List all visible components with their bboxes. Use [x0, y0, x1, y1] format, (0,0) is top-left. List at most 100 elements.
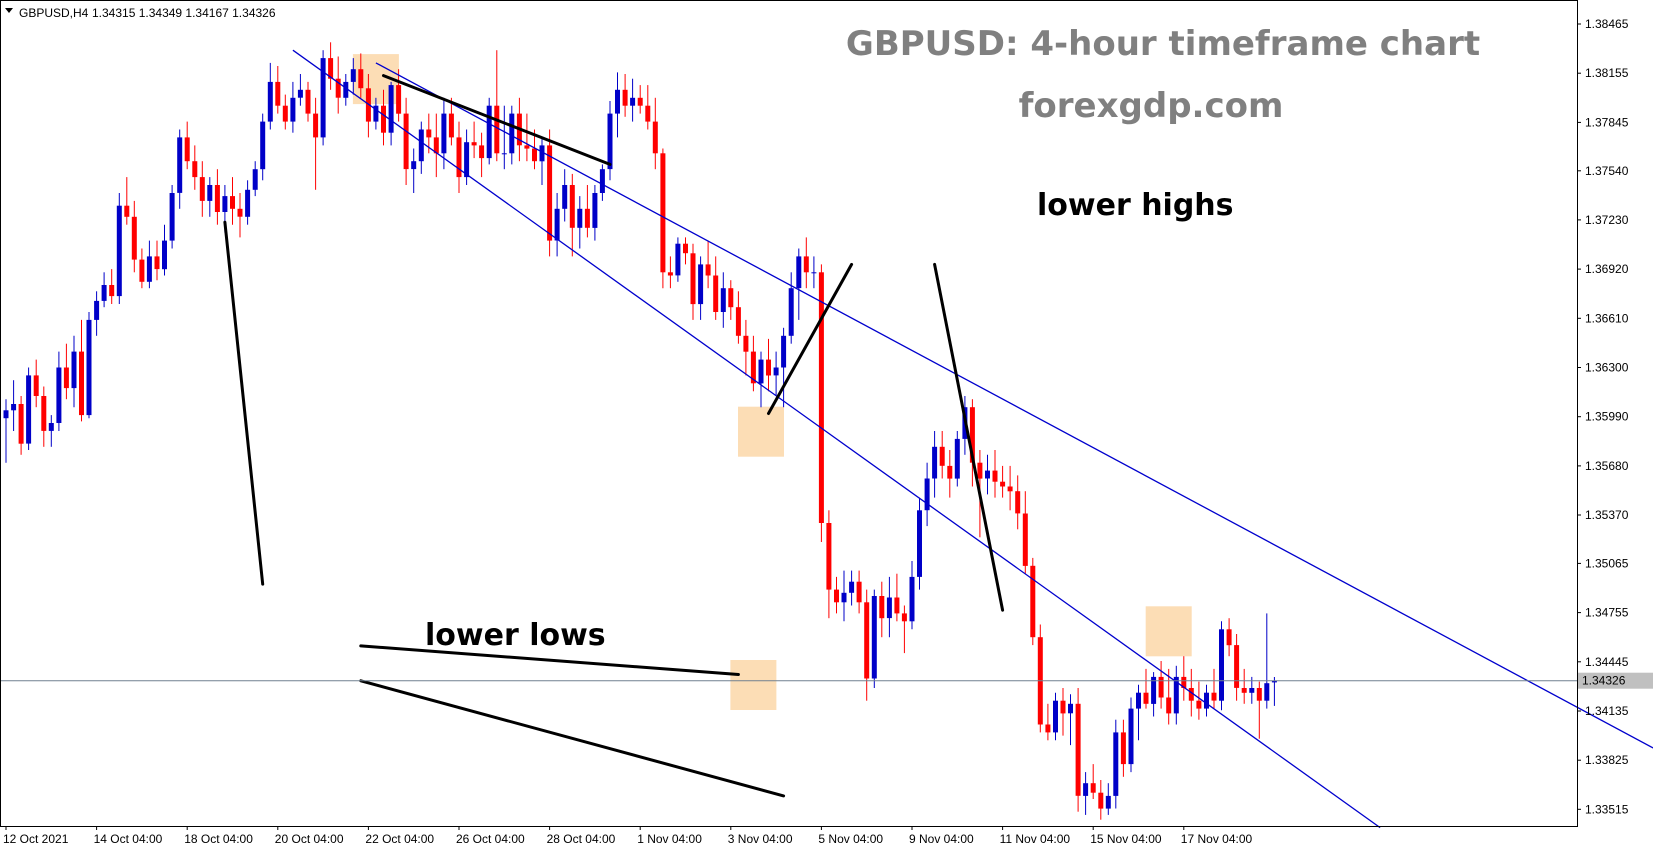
current-price-tag: 1.34326	[1578, 672, 1653, 689]
x-tick-label: 15 Nov 04:00	[1090, 832, 1162, 846]
candle-body	[388, 85, 394, 133]
candle-body	[932, 446, 938, 479]
candle-body	[1120, 732, 1126, 765]
candle-body	[101, 285, 107, 301]
candle-body	[1045, 724, 1051, 733]
candle-body	[758, 359, 764, 384]
candle-body	[479, 145, 485, 159]
candle-body	[1234, 645, 1240, 688]
candle-body	[441, 113, 447, 154]
candle-body	[615, 89, 620, 114]
chart-title: GBPUSD: 4-hour timeframe chart	[846, 24, 1480, 64]
candle-body	[924, 478, 930, 511]
candle-body	[1151, 676, 1157, 704]
candle-body	[1098, 792, 1104, 809]
candle-body	[1022, 513, 1028, 566]
candle-body	[328, 58, 334, 79]
candle-body	[245, 189, 251, 217]
chevron-down-icon[interactable]	[5, 8, 13, 13]
candle-body	[192, 161, 198, 178]
annotation-pointer-line	[359, 679, 786, 798]
candle-body	[652, 121, 658, 154]
candle-body	[864, 602, 870, 679]
y-tick-label: 1.38155	[1585, 66, 1629, 80]
candle-body	[94, 300, 100, 320]
candle-body	[917, 510, 922, 577]
candle-body	[1000, 481, 1006, 487]
candle-body	[1219, 629, 1224, 701]
y-tick-label: 1.37540	[1585, 164, 1629, 178]
candle-body	[109, 285, 115, 297]
candle-body	[230, 196, 235, 209]
candle-body	[501, 153, 507, 155]
candle-body	[524, 145, 530, 149]
candle-body	[1211, 692, 1217, 701]
candle-body	[1128, 708, 1134, 765]
highlight-zones	[352, 54, 1192, 710]
candle-body	[464, 142, 470, 178]
candle-body	[131, 216, 137, 260]
candle-body	[773, 367, 779, 376]
y-tick-label: 1.36300	[1585, 361, 1629, 375]
candle-body	[841, 592, 847, 603]
candle-body	[154, 256, 160, 270]
candle-body	[698, 264, 704, 305]
candle-body	[373, 105, 379, 122]
candle-body	[320, 58, 326, 138]
candle-body	[939, 446, 945, 466]
candle-body	[282, 105, 288, 122]
candle-body	[879, 596, 885, 619]
candle-body	[86, 319, 92, 416]
y-tick-label: 1.35680	[1585, 459, 1629, 473]
candle-body	[260, 121, 266, 170]
highlight-zone	[730, 660, 777, 710]
candle-body	[207, 185, 213, 201]
annotation-pointer-line	[767, 262, 854, 415]
candle-body	[396, 85, 402, 114]
candle-body	[637, 97, 643, 106]
candle-body	[1136, 692, 1141, 709]
candle-body	[1226, 629, 1232, 646]
candles	[3, 42, 1277, 820]
candle-body	[735, 307, 741, 336]
candle-body	[750, 351, 756, 384]
candle-body	[71, 351, 77, 389]
candle-body	[3, 410, 9, 419]
channel-lower-line	[292, 49, 1381, 829]
y-tick-label: 1.34135	[1585, 704, 1629, 718]
y-tick-label: 1.34755	[1585, 606, 1629, 620]
candle-body	[1181, 676, 1187, 688]
candle-body	[599, 169, 605, 193]
candle-body	[403, 113, 409, 170]
candle-body	[63, 367, 69, 389]
y-axis: 1.38465 1.38155 1.37845 1.37540 1.37230 1.369…	[1577, 17, 1629, 816]
candle-body	[146, 256, 152, 282]
candle-body	[894, 597, 900, 614]
candle-body	[1105, 795, 1111, 809]
candle-body	[713, 275, 719, 312]
candle-body	[728, 288, 734, 308]
candle-body	[630, 97, 636, 106]
y-tick-label: 1.33825	[1585, 753, 1629, 767]
candle-body	[1143, 692, 1149, 704]
candle-body	[1173, 676, 1179, 714]
candle-body	[547, 145, 553, 241]
candle-body	[426, 129, 432, 138]
candle-body	[977, 462, 983, 479]
candle-body	[456, 137, 462, 178]
candle-body	[33, 375, 39, 396]
candle-body	[886, 597, 892, 619]
x-tick-label: 22 Oct 04:00	[365, 832, 434, 846]
candle-body	[871, 596, 877, 679]
candle-body	[335, 78, 341, 98]
candle-body	[433, 137, 439, 154]
candle-body	[11, 404, 17, 411]
candle-body	[660, 153, 666, 273]
annotation-pointer-line	[223, 220, 265, 586]
x-tick-label: 17 Nov 04:00	[1181, 832, 1253, 846]
x-tick-label: 3 Nov 04:00	[728, 832, 793, 846]
candle-body	[1158, 676, 1164, 698]
candle-body	[448, 113, 454, 138]
candle-body	[584, 208, 590, 228]
candle-body	[381, 105, 386, 133]
